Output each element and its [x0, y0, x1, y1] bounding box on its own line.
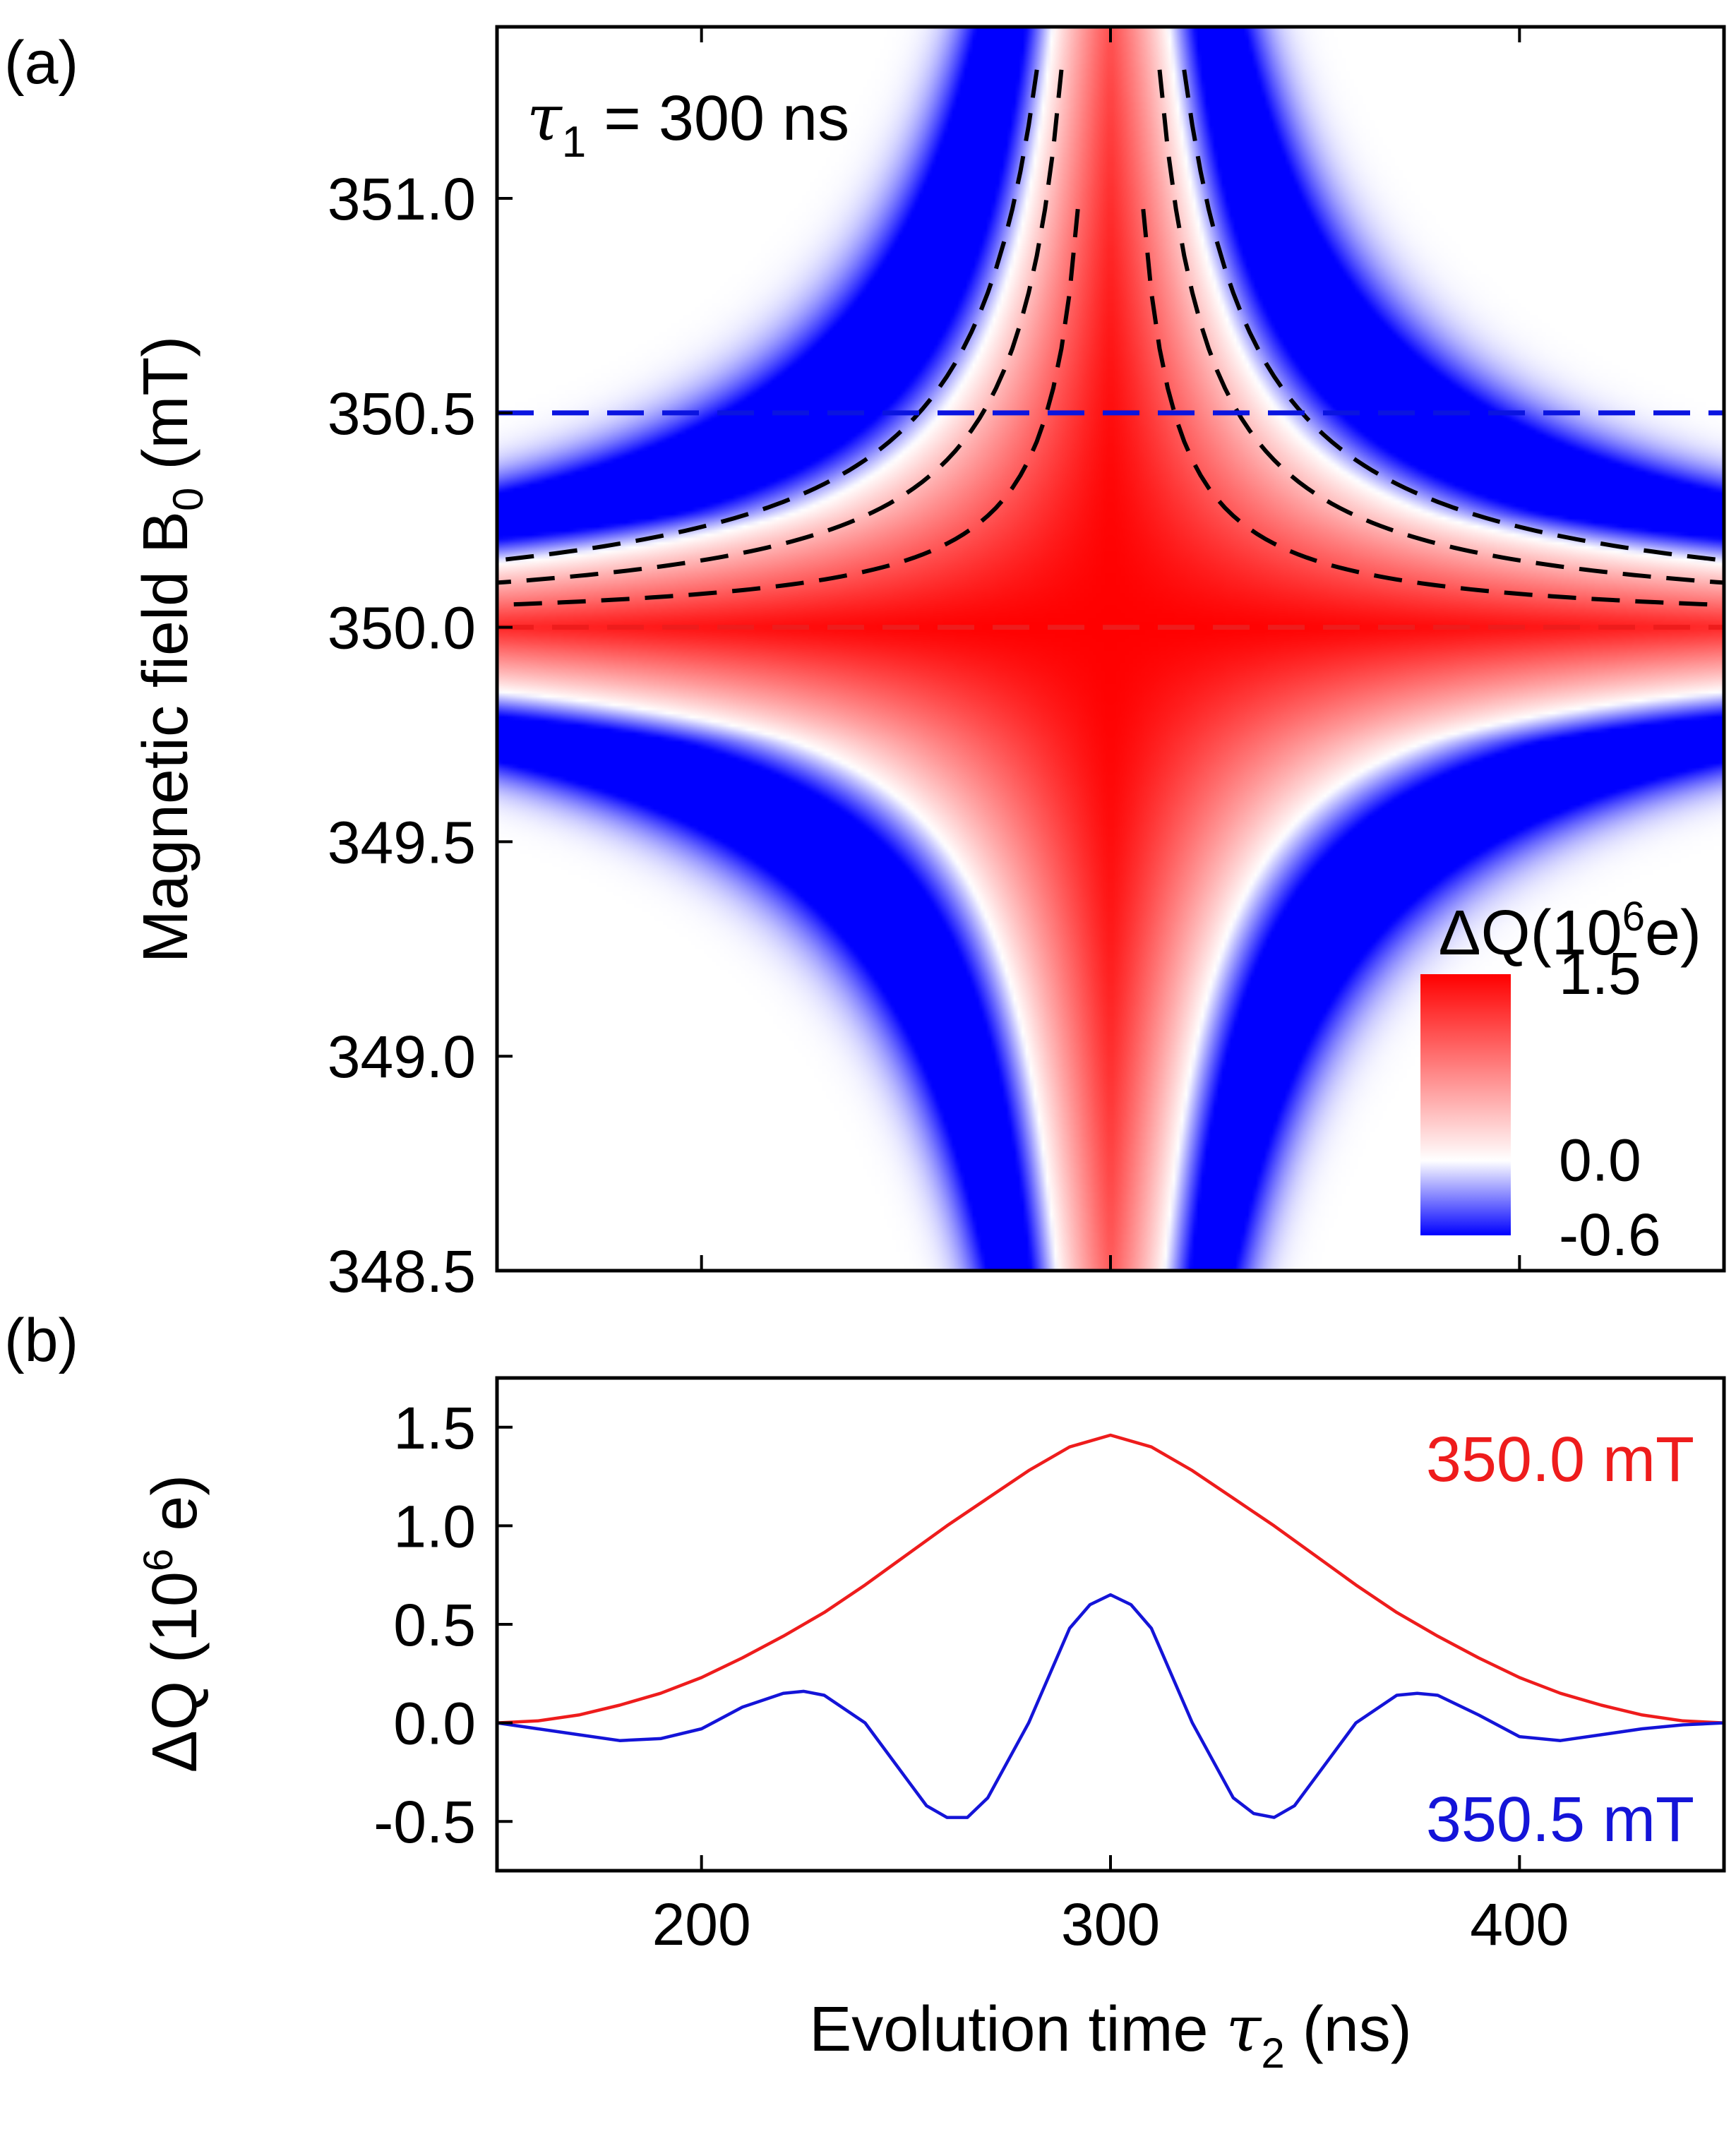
panel-b-y-axis-title: ΔQ (106 e): [136, 1475, 210, 1773]
y-tick-label: 351.0: [328, 166, 476, 232]
panel-a-x-ticks: [700, 27, 1521, 1271]
hyperbola-curve: [497, 69, 1039, 563]
panel-a-y-axis-title: Magnetic field B0 (mT): [131, 336, 212, 964]
y-tick-label: 349.0: [328, 1024, 476, 1090]
heatmap: [497, 27, 1724, 1271]
hyperbola-curve: [497, 208, 1080, 608]
x-tick-label: 400: [1470, 1891, 1569, 1958]
panel-a-label: (a): [4, 29, 78, 97]
x-tick-label: 200: [652, 1891, 751, 1958]
colorbar: ΔQ(106e) 1.5 0.0 -0.6: [1420, 894, 1701, 1268]
legend-350.5-mT: 350.5 mT: [1426, 1785, 1694, 1855]
colorbar-ticks: 1.5 0.0 -0.6: [1559, 940, 1661, 1268]
colorbar-title: ΔQ(106e): [1439, 894, 1702, 969]
series-line-350.5-mT: [497, 1593, 1724, 1819]
panel-b-y-ticks: -0.5 0.0 0.5 1.0 1.5: [373, 1395, 513, 1855]
colorbar-gradient: [1420, 974, 1511, 1235]
hyperbola-curve: [497, 69, 1064, 585]
y-tick-label: 350.5: [328, 380, 476, 447]
panel-b: (b) 200 300 400 -0.50.00.51.01.5 350.0 mT …: [4, 1307, 1726, 2077]
colorbar-tick-label: -0.6: [1559, 1201, 1661, 1268]
y-tick-label: 0.0: [393, 1691, 476, 1757]
x-tick-label: 300: [1061, 1891, 1160, 1958]
legend-350.0-mT: 350.0 mT: [1426, 1425, 1694, 1495]
hyperbola-curve: [1182, 69, 1724, 563]
colorbar-tick-label: 1.5: [1559, 940, 1641, 1007]
panel-a-y-ticks: 348.5 349.0 349.5 350.0 350.5 351.0: [328, 166, 513, 1305]
tau1-annotation: τ1 = 300 ns: [527, 81, 849, 167]
y-tick-label: 350.0: [328, 595, 476, 661]
y-tick-label: 349.5: [328, 809, 476, 875]
hyperbola-curve: [1157, 69, 1724, 585]
y-tick-label: 0.5: [393, 1592, 476, 1658]
y-tick-label: 1.0: [393, 1493, 476, 1559]
hyperbola-curves: [497, 69, 1724, 608]
hyperbola-curve: [1141, 208, 1724, 608]
panel-b-x-ticks: 200 300 400: [652, 1855, 1569, 1958]
y-tick-label: -0.5: [373, 1789, 476, 1855]
panel-b-label: (b): [4, 1307, 78, 1374]
colorbar-tick-label: 0.0: [1559, 1127, 1641, 1193]
panel-a: (a) 348.5 349.0 349.5 350.0 350.5 351.0 τ1 = …: [4, 25, 1726, 1305]
y-tick-label: 348.5: [328, 1238, 476, 1305]
panel-b-x-axis-title: Evolution time τ2 (ns): [809, 1992, 1411, 2077]
series-line-350.0-mT: [497, 1433, 1724, 1725]
y-tick-label: 1.5: [393, 1395, 476, 1461]
